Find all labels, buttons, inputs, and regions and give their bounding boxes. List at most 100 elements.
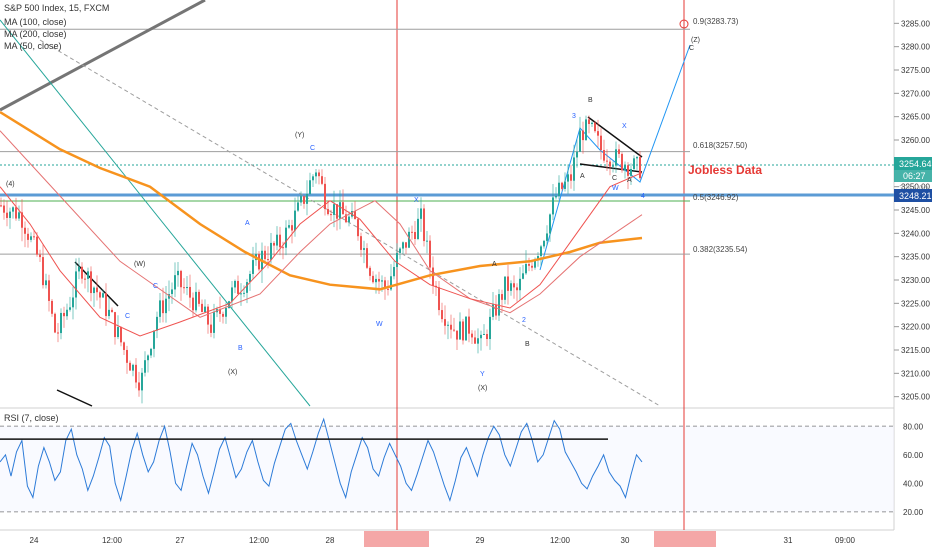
candle-body — [489, 316, 491, 340]
candle-body — [135, 364, 137, 383]
candle-body — [306, 193, 308, 204]
candle-body — [66, 309, 68, 317]
wave-label: (X) — [228, 369, 237, 376]
candle-body — [39, 254, 41, 258]
candle-body — [60, 312, 62, 334]
candle-body — [459, 321, 461, 340]
candle-body — [438, 287, 440, 311]
candle-body — [75, 271, 77, 298]
wave-label: A — [245, 220, 250, 227]
grid — [0, 0, 894, 530]
candle-body — [468, 316, 470, 334]
candle-body — [147, 355, 149, 361]
candle-body — [369, 267, 371, 276]
candle-body — [21, 212, 23, 228]
candle-body — [567, 174, 569, 182]
candle-body — [132, 364, 134, 371]
candle-body — [387, 288, 389, 290]
candle-body — [609, 161, 611, 167]
wave-label: B — [525, 341, 530, 348]
time-tick-label: 27 — [176, 536, 185, 545]
candle-body — [96, 287, 98, 293]
candle-body — [189, 286, 191, 298]
main-pane[interactable] — [0, 0, 894, 406]
candle-body — [546, 233, 548, 241]
vertical-marker-time-badge-1 — [364, 531, 429, 547]
candle-body — [168, 294, 170, 299]
candle-body — [402, 242, 404, 249]
candle-body — [252, 260, 254, 274]
candle-body — [561, 182, 563, 189]
candle-body — [30, 236, 32, 240]
candle-body — [51, 300, 53, 314]
wave-label: 4 — [641, 193, 645, 200]
fib-0618-label: 0.618(3257.50) — [693, 141, 748, 150]
candle-body — [108, 309, 110, 317]
fib-levels — [0, 19, 894, 255]
candle-body — [492, 304, 494, 317]
candle-body — [42, 257, 44, 286]
candle-body — [477, 338, 479, 344]
candle-body — [555, 195, 557, 198]
candle-body — [324, 183, 326, 210]
candle-body — [624, 165, 626, 171]
candle-body — [564, 181, 566, 189]
countdown-value: 06:27 — [903, 171, 926, 181]
candle-body — [6, 212, 8, 218]
candle-body — [234, 280, 236, 288]
candle-body — [357, 219, 359, 237]
candle-body — [345, 214, 347, 223]
rsi-line — [0, 417, 643, 503]
candle-body — [543, 240, 545, 247]
candle-body — [81, 266, 83, 279]
candle-body — [18, 212, 20, 219]
candle-body — [420, 208, 422, 219]
candle-body — [57, 332, 59, 334]
candle-body — [393, 267, 395, 277]
candle-body — [606, 160, 608, 162]
candle-body — [195, 291, 197, 311]
current-price-badge — [894, 157, 932, 170]
candle-body — [213, 312, 215, 333]
wave-label: B — [588, 97, 593, 104]
candle-body — [99, 292, 101, 298]
candle-body — [486, 333, 488, 340]
candle-body — [432, 267, 434, 286]
rsi-tick-label: 20.00 — [903, 508, 924, 517]
candle-body — [333, 204, 335, 215]
candle-body — [513, 283, 515, 288]
candle-body — [471, 333, 473, 338]
candle-body — [465, 316, 467, 341]
time-tick-label: 12:00 — [249, 536, 270, 545]
level-price-badge — [894, 189, 932, 202]
fib-09-label: 0.9(3283.73) — [693, 17, 739, 26]
candle-body — [318, 172, 320, 177]
candle-body — [87, 271, 89, 279]
price-tick-label: 3205.00 — [901, 393, 930, 402]
price-tick-label: 3285.00 — [901, 19, 930, 28]
candle-body — [480, 334, 482, 339]
time-tick-label: 12:00 — [102, 536, 123, 545]
candle-body — [450, 324, 452, 330]
ma200-line — [0, 130, 643, 318]
candle-body — [417, 218, 419, 240]
candle-body — [72, 297, 74, 308]
flag-line-top — [587, 116, 643, 158]
candle-body — [240, 293, 242, 295]
candle-body — [636, 156, 638, 159]
candle-body — [54, 313, 56, 333]
candle-body — [207, 306, 209, 325]
fib-05-label: 0.5(3246.92) — [693, 193, 739, 202]
candle-body — [111, 309, 113, 313]
candle-body — [162, 300, 164, 314]
rsi-series — [0, 417, 643, 503]
rsi-tick-label: 60.00 — [903, 451, 924, 460]
candle-body — [171, 289, 173, 295]
symbol-title: S&P 500 Index, 15, FXCM — [4, 3, 110, 13]
candle-body — [258, 254, 260, 270]
candle-body — [549, 214, 551, 234]
candle-body — [576, 151, 578, 158]
candle-body — [144, 360, 146, 373]
